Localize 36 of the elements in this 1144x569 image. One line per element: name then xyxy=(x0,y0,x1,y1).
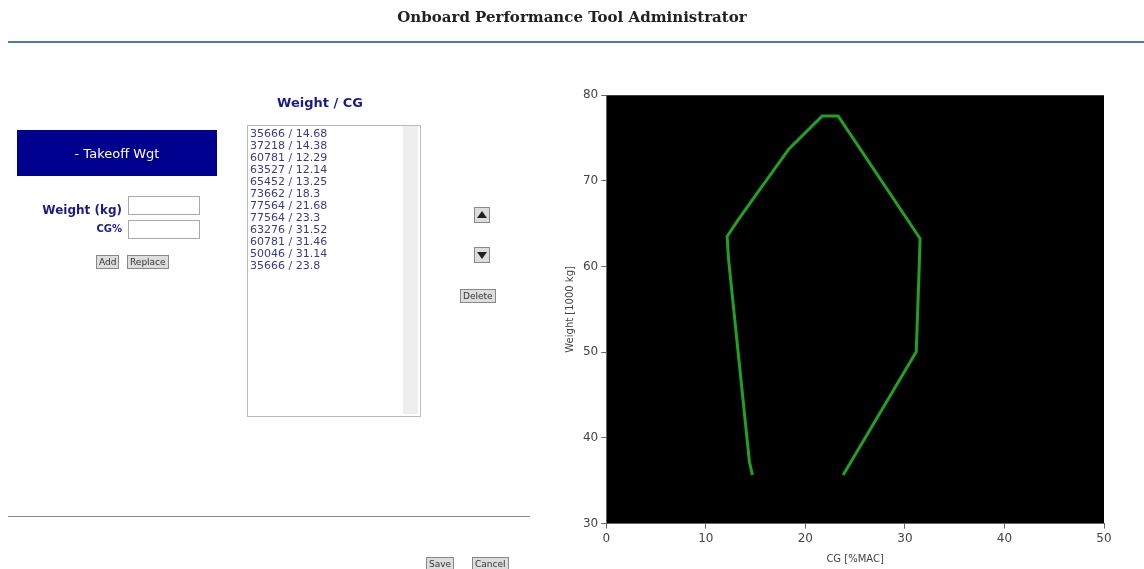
x-tick-label: 40 xyxy=(996,530,1013,545)
text: 35666 / 23.8 xyxy=(250,259,322,272)
x-tick-label: 10 xyxy=(698,530,714,545)
y-tick-label: 80 xyxy=(582,87,599,102)
text: CG% xyxy=(96,223,122,234)
text: - Takeoff Wgt xyxy=(17,130,217,176)
y-axis-title: Weight [1000 kg] xyxy=(563,266,575,353)
text: 73662 / 18.3 xyxy=(250,187,322,200)
text: 60781 / 12.29 xyxy=(250,151,328,164)
text: Weight (kg) xyxy=(42,203,122,217)
text: 63276 / 31.52 xyxy=(250,223,328,236)
y-tick-label: 50 xyxy=(582,344,599,359)
text: Delete xyxy=(460,289,496,303)
text: 37218 / 14.38 xyxy=(250,139,328,152)
text: 63527 / 12.14 xyxy=(250,163,328,176)
x-tick-label: 20 xyxy=(797,530,813,545)
x-axis-title: CG [%MAC] xyxy=(826,552,884,564)
x-tick-label: 30 xyxy=(897,530,913,545)
text: Save xyxy=(426,557,455,569)
y-tick-label: 30 xyxy=(582,515,599,530)
y-tick-label: 40 xyxy=(582,430,599,445)
y-tick-label: 70 xyxy=(582,173,599,188)
text: 35666 / 14.68 xyxy=(250,127,328,140)
text: 60781 / 31.46 xyxy=(250,235,328,248)
text: 77564 / 21.68 xyxy=(250,199,328,212)
text: 65452 / 13.25 xyxy=(250,175,328,188)
x-tick-label: 50 xyxy=(1096,530,1112,545)
text: Cancel xyxy=(472,557,509,569)
text: Add xyxy=(96,255,120,269)
y-tick-label: 60 xyxy=(582,258,599,273)
text: 77564 / 23.3 xyxy=(250,211,322,224)
x-tick-label: 0 xyxy=(602,530,611,545)
text: 50046 / 31.14 xyxy=(250,247,328,260)
chart-title: Onboard Performance Tool Administrator xyxy=(396,8,748,26)
text: Weight / CG xyxy=(277,95,363,110)
text: Replace xyxy=(127,255,169,269)
